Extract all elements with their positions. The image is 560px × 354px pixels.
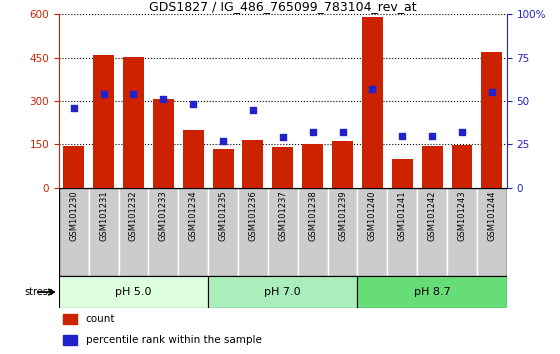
Point [368, 86, 377, 92]
Text: GSM101240: GSM101240 [368, 190, 377, 241]
Point [338, 129, 347, 135]
Text: GSM101241: GSM101241 [398, 190, 407, 241]
Text: pH 5.0: pH 5.0 [115, 287, 152, 297]
Bar [59, 188, 88, 276]
Point [487, 89, 496, 95]
Point [398, 133, 407, 138]
Bar [208, 276, 357, 308]
Bar [93, 55, 114, 188]
Bar [272, 147, 293, 188]
Bar [178, 188, 208, 276]
Point [99, 91, 108, 97]
Text: GSM101232: GSM101232 [129, 190, 138, 241]
Bar [388, 188, 417, 276]
Text: GSM101238: GSM101238 [308, 190, 317, 241]
Bar [298, 188, 328, 276]
Point [159, 96, 168, 102]
Bar [362, 17, 383, 188]
Bar [213, 149, 234, 188]
Bar [148, 188, 178, 276]
Text: GSM101231: GSM101231 [99, 190, 108, 241]
Bar [328, 188, 357, 276]
Bar [482, 52, 502, 188]
Text: GSM101237: GSM101237 [278, 190, 287, 241]
Bar [268, 188, 298, 276]
Text: GSM101236: GSM101236 [249, 190, 258, 241]
Bar [123, 57, 144, 188]
Bar [392, 159, 413, 188]
Bar [477, 188, 507, 276]
Bar [417, 188, 447, 276]
Point [69, 105, 78, 111]
Bar [208, 188, 238, 276]
Text: GSM101233: GSM101233 [159, 190, 168, 241]
Point [129, 91, 138, 97]
Point [278, 135, 287, 140]
Text: percentile rank within the sample: percentile rank within the sample [86, 335, 262, 345]
Bar [119, 188, 148, 276]
Text: GSM101243: GSM101243 [458, 190, 466, 241]
Bar [447, 188, 477, 276]
Text: GSM101242: GSM101242 [428, 190, 437, 241]
Text: pH 8.7: pH 8.7 [414, 287, 450, 297]
Text: count: count [86, 314, 115, 324]
Point [428, 133, 437, 138]
Bar [63, 335, 77, 345]
Text: stress: stress [24, 287, 53, 297]
Bar [63, 314, 77, 324]
Point [189, 102, 198, 107]
Point [249, 107, 258, 113]
Bar [357, 188, 388, 276]
Text: GSM101244: GSM101244 [487, 190, 496, 241]
Bar [63, 146, 84, 188]
Bar [332, 141, 353, 188]
Point [308, 129, 317, 135]
Point [218, 138, 227, 144]
Bar [451, 145, 473, 188]
Bar [357, 276, 507, 308]
Text: GSM101234: GSM101234 [189, 190, 198, 241]
Text: GSM101230: GSM101230 [69, 190, 78, 241]
Bar [238, 188, 268, 276]
Bar [242, 140, 263, 188]
Text: pH 7.0: pH 7.0 [264, 287, 301, 297]
Text: GSM101235: GSM101235 [218, 190, 227, 241]
Bar [153, 98, 174, 188]
Bar [302, 144, 323, 188]
Bar [88, 188, 119, 276]
Bar [59, 276, 208, 308]
Text: GSM101239: GSM101239 [338, 190, 347, 241]
Bar [183, 130, 204, 188]
Bar [422, 146, 442, 188]
Point [458, 129, 466, 135]
Title: GDS1827 / IG_486_765099_783104_rev_at: GDS1827 / IG_486_765099_783104_rev_at [149, 0, 417, 13]
